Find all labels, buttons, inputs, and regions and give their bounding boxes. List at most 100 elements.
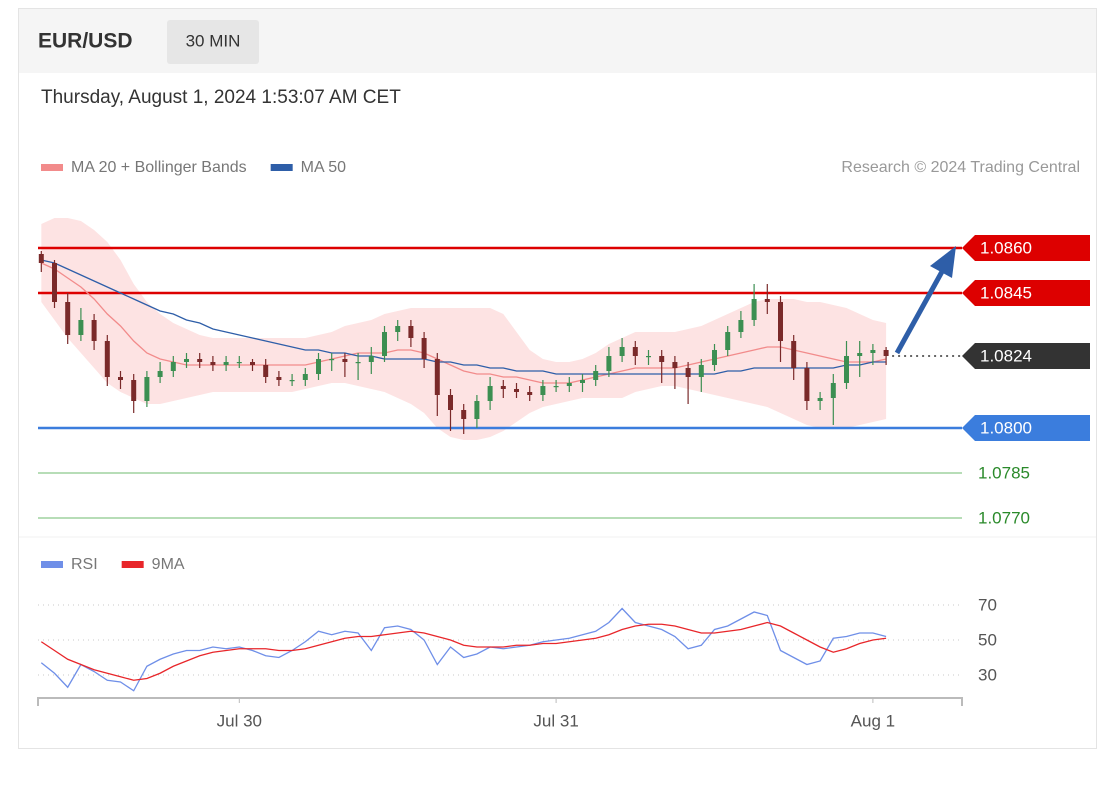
candle-body	[395, 326, 401, 332]
interval-badge	[167, 20, 259, 64]
candle-body	[263, 365, 269, 377]
candle-body	[870, 350, 876, 353]
candle-body	[606, 356, 612, 371]
candle-body	[382, 332, 387, 356]
forecast-arrow-head	[930, 246, 956, 278]
candle-body	[421, 338, 427, 359]
candle-body	[131, 380, 137, 401]
price-panel: MA 20 + Bollinger Bands MA 50 1.0860 1.0845…	[38, 159, 1090, 527]
candle-body	[355, 362, 361, 364]
candle-body	[144, 377, 150, 401]
legend-label: MA 20 + Bollinger Bands	[71, 159, 247, 176]
candle-body	[738, 320, 744, 332]
candle-body	[52, 263, 57, 302]
level-label: 1.0770	[978, 508, 1030, 527]
candle-body	[672, 362, 678, 368]
level-label: 1.0785	[978, 463, 1030, 482]
x-tick-label: Aug 1	[851, 711, 895, 730]
candle-body	[817, 398, 823, 401]
candle-body	[553, 386, 559, 388]
candle-body	[276, 377, 282, 380]
rsi-panel: RSI 9MA 30 50 70 Jul 30 Jul 31 Aug 1	[37, 556, 997, 730]
level-tag	[962, 343, 1090, 369]
candle-body	[514, 389, 519, 392]
legend-label: MA 50	[301, 159, 346, 176]
ma-line	[41, 259, 887, 375]
candle-body	[65, 302, 71, 335]
y-tick-label: 70	[978, 595, 997, 614]
candle-body	[210, 362, 216, 365]
candle-body	[316, 359, 321, 374]
x-axis	[37, 697, 963, 706]
level-label: 1.0860	[980, 238, 1032, 257]
ma-line	[41, 262, 887, 384]
candle-body	[289, 380, 295, 382]
candle-body	[474, 401, 480, 419]
candle-body	[580, 380, 585, 383]
candle-body	[712, 350, 717, 365]
interval: 30 MIN	[186, 31, 241, 50]
candle-body	[250, 362, 255, 365]
candle-body	[791, 341, 797, 368]
candle-body	[751, 299, 757, 320]
x-tick-label: Jul 31	[533, 711, 578, 730]
candle-body	[632, 347, 638, 356]
candle-body	[685, 368, 691, 377]
candle-body	[883, 350, 889, 356]
candle-body	[619, 347, 625, 356]
legend-swatch	[41, 561, 63, 568]
candle-body	[184, 359, 189, 362]
level-label: 1.0824	[980, 346, 1032, 365]
legend-label: 9MA	[152, 556, 185, 573]
legend-swatch	[41, 164, 63, 171]
legend-swatch	[270, 164, 293, 171]
candle-body	[698, 365, 704, 377]
candle-body	[302, 374, 308, 380]
indicator-line	[40, 607, 887, 692]
candle-body	[659, 356, 665, 362]
level-label: 1.0800	[980, 418, 1032, 437]
forecast-arrow	[894, 266, 947, 355]
legend-label: RSI	[71, 556, 98, 573]
candle-body	[487, 386, 493, 401]
candle-body	[434, 359, 440, 395]
candle-body	[778, 302, 783, 341]
x-tick-label: Jul 30	[217, 711, 262, 730]
level-tag	[962, 235, 1090, 261]
candle-body	[500, 386, 506, 389]
candle-body	[157, 371, 163, 377]
credit: Research © 2024 Trading Central	[841, 159, 1080, 176]
candle-body	[566, 383, 572, 386]
symbol: EUR/USD	[38, 30, 133, 53]
candle-body	[368, 356, 374, 362]
indicator-line	[40, 621, 887, 681]
candle-body	[197, 359, 203, 362]
candle-body	[804, 368, 810, 401]
candle-body	[857, 353, 863, 356]
candle-body	[764, 299, 770, 302]
candle-body	[844, 356, 849, 383]
candle-body	[104, 341, 110, 377]
candle-body	[725, 332, 731, 350]
candle-body	[461, 410, 467, 419]
timestamp: Thursday, August 1, 2024 1:53:07 AM CET	[41, 87, 401, 108]
candle-body	[236, 362, 242, 364]
y-tick-label: 30	[978, 665, 997, 684]
level-label: 1.0845	[980, 283, 1032, 302]
candle-body	[38, 254, 44, 263]
candle-body	[342, 359, 348, 362]
candle-body	[223, 362, 229, 365]
candle-body	[408, 326, 414, 338]
candle-body	[593, 371, 599, 380]
candle-body	[78, 320, 84, 335]
y-tick-label: 50	[978, 630, 997, 649]
candle-body	[118, 377, 123, 380]
candle-body	[448, 395, 453, 410]
candle-body	[830, 383, 836, 398]
legend-swatch	[121, 561, 144, 568]
candle-body	[170, 362, 176, 371]
candle-body	[527, 392, 533, 395]
candle-body	[91, 320, 97, 341]
